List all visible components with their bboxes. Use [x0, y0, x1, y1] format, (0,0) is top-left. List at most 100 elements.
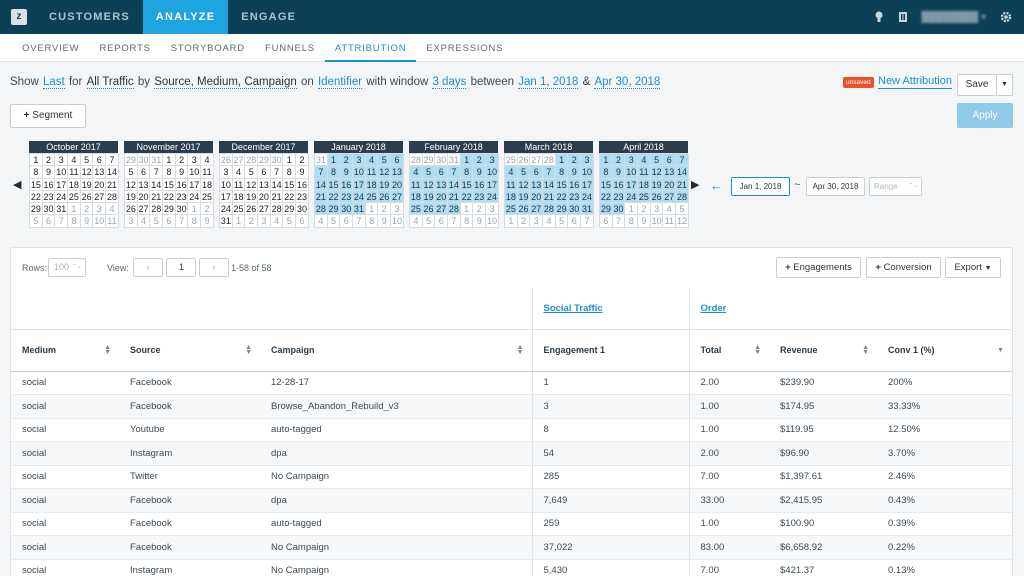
calendar-day[interactable]: 31 [220, 215, 233, 228]
calendar-day[interactable]: 21 [150, 190, 164, 204]
calendar-day[interactable]: 23 [568, 190, 582, 204]
calendar-day[interactable]: 28 [410, 154, 423, 167]
calendar-day[interactable]: 30 [435, 154, 449, 167]
calendar-day[interactable]: 26 [220, 154, 233, 167]
calendar-day[interactable]: 28 [106, 190, 119, 204]
lightbulb-icon[interactable] [874, 11, 884, 23]
calendar-day[interactable]: 19 [80, 178, 94, 191]
calendar-day[interactable]: 10 [391, 215, 404, 228]
calendar-day[interactable]: 5 [517, 166, 531, 179]
calendar-day[interactable]: 17 [581, 178, 594, 191]
calendar-day[interactable]: 18 [638, 178, 651, 191]
calendar-day[interactable]: 8 [555, 166, 569, 179]
calendar-day[interactable]: 7 [581, 215, 594, 228]
calendar-day[interactable]: 5 [676, 203, 689, 216]
calendar-day[interactable]: 3 [353, 154, 366, 167]
calendar-day[interactable]: 1 [283, 154, 297, 167]
calendar-day[interactable]: 24 [625, 190, 639, 204]
calendar-day[interactable]: 20 [435, 190, 449, 204]
calendar-day[interactable]: 27 [391, 190, 404, 204]
calendar-day[interactable]: 12 [245, 178, 259, 191]
calendar-day[interactable]: 29 [258, 154, 271, 167]
calendar-day[interactable]: 7 [612, 215, 626, 228]
table-row[interactable]: social Youtube auto-tagged 8 1.00 $119.95 12.5… [11, 418, 1012, 442]
calendar-day[interactable]: 11 [201, 166, 214, 179]
calendar-day[interactable]: 6 [137, 166, 151, 179]
calendar-day[interactable]: 12 [676, 215, 689, 228]
calendar-day[interactable]: 19 [245, 190, 259, 204]
calendar-day[interactable]: 5 [327, 215, 341, 228]
calendar-day[interactable]: 30 [175, 203, 189, 216]
calendar-day[interactable]: 2 [201, 203, 214, 216]
calendar-day[interactable]: 12 [517, 178, 531, 191]
calendar-day[interactable]: 22 [600, 190, 613, 204]
calendar-day[interactable]: 10 [486, 215, 499, 228]
calendar-day[interactable]: 30 [270, 154, 284, 167]
calendar-day[interactable]: 17 [55, 178, 69, 191]
calendar-day[interactable]: 19 [378, 178, 392, 191]
calendar-day[interactable]: 16 [340, 178, 354, 191]
dimensions-selector[interactable]: Source, Medium, Campaign [154, 76, 297, 89]
calendar-day[interactable]: 27 [93, 190, 107, 204]
save-button[interactable]: Save [957, 74, 997, 96]
calendar-day[interactable]: 9 [296, 166, 309, 179]
calendar-day[interactable]: 27 [258, 203, 271, 216]
calendar-day[interactable]: 4 [106, 203, 119, 216]
calendar-day[interactable]: 14 [270, 178, 284, 191]
window-selector[interactable]: 3 days [432, 76, 467, 89]
calendar-day[interactable]: 15 [460, 178, 474, 191]
col-medium[interactable]: Medium ▲ ▼ [11, 328, 119, 372]
calendar-day[interactable]: 8 [327, 166, 341, 179]
calendar-day[interactable]: 14 [448, 178, 461, 191]
table-row[interactable]: social Instagram dpa 54 2.00 $96.90 3.70% [11, 441, 1012, 466]
table-row[interactable]: social Facebook auto-tagged 259 1.00 $100.90 0… [11, 512, 1012, 536]
calendar-day[interactable]: 14 [150, 178, 164, 191]
calendar-day[interactable]: 2 [80, 203, 94, 216]
calendar-day[interactable]: 21 [676, 178, 689, 191]
calendar-day[interactable]: 6 [258, 166, 271, 179]
calendar-day[interactable]: 6 [296, 215, 309, 228]
calendar-day[interactable]: 28 [150, 203, 164, 216]
calendar-day[interactable]: 16 [175, 178, 189, 191]
calendar-day[interactable]: 26 [125, 203, 138, 216]
new-attribution-link[interactable]: New Attribution [878, 75, 952, 89]
calendar-day[interactable]: 11 [365, 166, 379, 179]
calendar-day[interactable]: 24 [581, 190, 594, 204]
calendar-day[interactable]: 22 [460, 190, 474, 204]
calendar-day[interactable]: 1 [232, 215, 246, 228]
calendar-day[interactable]: 16 [612, 178, 626, 191]
calendar-day[interactable]: 25 [638, 190, 651, 204]
calendar-day[interactable]: 8 [365, 215, 379, 228]
calendar-day[interactable]: 7 [543, 166, 556, 179]
end-date-link[interactable]: Apr 30, 2018 [594, 76, 661, 89]
calendar-day[interactable]: 1 [625, 203, 639, 216]
calendar-day[interactable]: 9 [42, 166, 56, 179]
calendar-day[interactable]: 24 [188, 190, 202, 204]
calendar-day[interactable]: 3 [581, 154, 594, 167]
calendar-day[interactable]: 29 [600, 203, 613, 216]
traffic-selector[interactable]: All Traffic [86, 76, 134, 89]
calendar-day[interactable]: 27 [137, 203, 151, 216]
calendar-day[interactable]: 18 [68, 178, 81, 191]
calendar-day[interactable]: 19 [422, 190, 436, 204]
calendar-day[interactable]: 22 [327, 190, 341, 204]
calendar-day[interactable]: 9 [473, 166, 487, 179]
calendar-day[interactable]: 10 [93, 215, 107, 228]
calendar-day[interactable]: 17 [188, 178, 202, 191]
calendar-day[interactable]: 7 [315, 166, 328, 179]
calendar-day[interactable]: 10 [55, 166, 69, 179]
social-traffic-link[interactable]: Social Traffic [543, 302, 603, 314]
col-source[interactable]: Source ▲ ▼ [119, 328, 260, 372]
calendar-day[interactable]: 8 [460, 215, 474, 228]
calendar-day[interactable]: 25 [505, 203, 518, 216]
calendar-day[interactable]: 10 [625, 166, 639, 179]
calendar-day[interactable]: 10 [581, 166, 594, 179]
calendar-day[interactable]: 8 [163, 166, 176, 179]
calendar-day[interactable]: 31 [315, 154, 328, 167]
calendar-day[interactable]: 3 [55, 154, 69, 167]
calendar-day[interactable]: 31 [55, 203, 69, 216]
calendar-day[interactable]: 10 [188, 166, 202, 179]
col-conv[interactable]: Conv 1 (%) ▼ [877, 328, 1012, 372]
calendar-day[interactable]: 14 [106, 166, 119, 179]
calendar-day[interactable]: 26 [378, 190, 392, 204]
